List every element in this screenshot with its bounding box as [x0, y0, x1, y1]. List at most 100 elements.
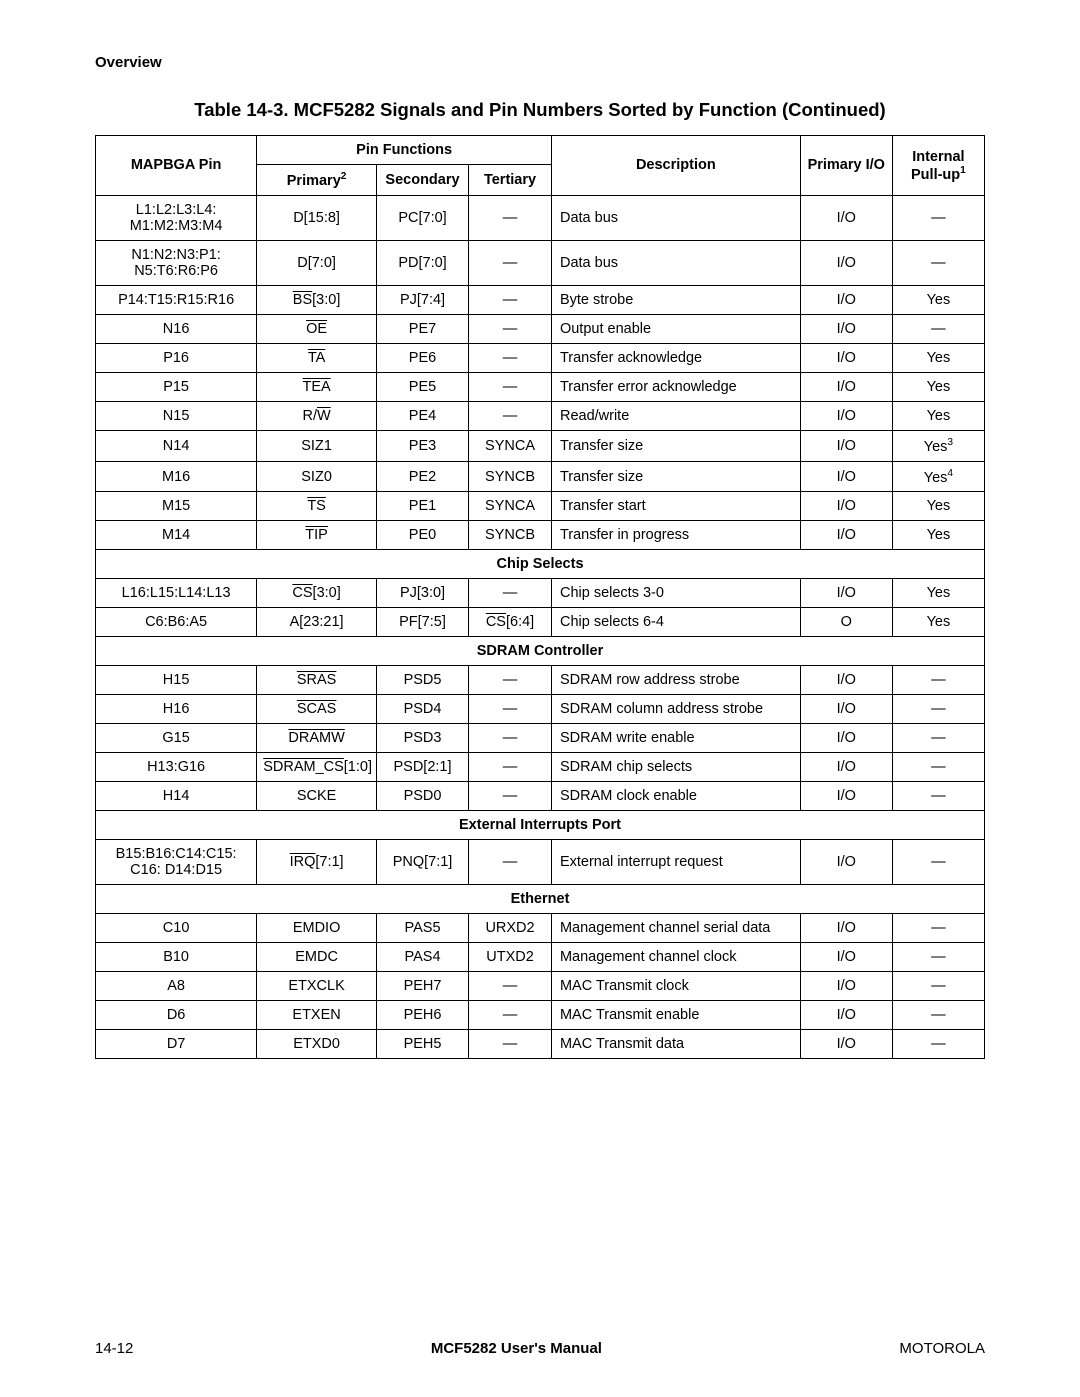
cell-primary: ETXD0 [257, 1030, 377, 1059]
cell-pin: G15 [96, 724, 257, 753]
col-secondary: Secondary [376, 165, 468, 196]
cell-io: I/O [800, 1030, 892, 1059]
cell-tertiary: SYNCA [469, 492, 552, 521]
table-header: MAPBGA Pin Pin Functions Description Pri… [96, 136, 985, 196]
cell-primary: A[23:21] [257, 608, 377, 637]
table-row: M16SIZ0PE2SYNCBTransfer sizeI/OYes4 [96, 461, 985, 492]
cell-secondary: PE7 [376, 314, 468, 343]
section-header-cell: External Interrupts Port [96, 811, 985, 840]
cell-pin: P15 [96, 372, 257, 401]
cell-tertiary: — [469, 372, 552, 401]
cell-primary: D[7:0] [257, 240, 377, 285]
cell-primary: BS[3:0] [257, 285, 377, 314]
cell-secondary: PEH5 [376, 1030, 468, 1059]
table-row: A8ETXCLKPEH7—MAC Transmit clockI/O— [96, 972, 985, 1001]
cell-primary: DRAMW [257, 724, 377, 753]
cell-tertiary: — [469, 782, 552, 811]
cell-desc: Data bus [551, 195, 800, 240]
cell-io: I/O [800, 724, 892, 753]
cell-desc: Byte strobe [551, 285, 800, 314]
col-desc: Description [551, 136, 800, 196]
cell-tertiary: — [469, 695, 552, 724]
table-row: B10EMDCPAS4UTXD2Management channel clock… [96, 943, 985, 972]
cell-secondary: PE4 [376, 401, 468, 430]
cell-desc: SDRAM row address strobe [551, 666, 800, 695]
cell-desc: SDRAM column address strobe [551, 695, 800, 724]
cell-pin: C10 [96, 914, 257, 943]
cell-pullup: Yes4 [892, 461, 984, 492]
table-row: H13:G16SDRAM_CS[1:0]PSD[2:1]—SDRAM chip … [96, 753, 985, 782]
cell-primary: CS[3:0] [257, 579, 377, 608]
cell-io: I/O [800, 314, 892, 343]
cell-tertiary: UTXD2 [469, 943, 552, 972]
cell-secondary: PD[7:0] [376, 240, 468, 285]
cell-desc: Transfer acknowledge [551, 343, 800, 372]
cell-secondary: PSD[2:1] [376, 753, 468, 782]
cell-pin: C6:B6:A5 [96, 608, 257, 637]
cell-secondary: PE5 [376, 372, 468, 401]
cell-io: I/O [800, 240, 892, 285]
cell-desc: MAC Transmit data [551, 1030, 800, 1059]
footer-page-num: 14-12 [95, 1340, 133, 1357]
cell-primary: IRQ[7:1] [257, 840, 377, 885]
cell-pullup: — [892, 753, 984, 782]
cell-pin: H16 [96, 695, 257, 724]
table-row: H15SRASPSD5—SDRAM row address strobeI/O— [96, 666, 985, 695]
cell-primary: R/W [257, 401, 377, 430]
cell-secondary: PEH7 [376, 972, 468, 1001]
section-header-cell: Chip Selects [96, 550, 985, 579]
document-page: Overview Table 14-3. MCF5282 Signals and… [0, 0, 1080, 1397]
cell-secondary: PNQ[7:1] [376, 840, 468, 885]
table-row: D6ETXENPEH6—MAC Transmit enableI/O— [96, 1001, 985, 1030]
cell-pin: B15:B16:C14:C15: C16: D14:D15 [96, 840, 257, 885]
table-row: N14SIZ1PE3SYNCATransfer sizeI/OYes3 [96, 430, 985, 461]
cell-desc: SDRAM write enable [551, 724, 800, 753]
section-header-row: External Interrupts Port [96, 811, 985, 840]
col-primary-text: Primary [287, 173, 341, 189]
table-row: P15TEAPE5—Transfer error acknowledgeI/OY… [96, 372, 985, 401]
table-row: C10EMDIOPAS5URXD2Management channel seri… [96, 914, 985, 943]
footer-manual-title: MCF5282 User's Manual [431, 1340, 602, 1357]
col-io: Primary I/O [800, 136, 892, 196]
cell-pullup: — [892, 724, 984, 753]
cell-secondary: PSD4 [376, 695, 468, 724]
cell-pullup: — [892, 840, 984, 885]
cell-tertiary: URXD2 [469, 914, 552, 943]
cell-primary: SCAS [257, 695, 377, 724]
cell-secondary: PSD0 [376, 782, 468, 811]
cell-tertiary: — [469, 285, 552, 314]
cell-secondary: PE0 [376, 521, 468, 550]
cell-io: I/O [800, 401, 892, 430]
cell-pin: D7 [96, 1030, 257, 1059]
cell-io: I/O [800, 1001, 892, 1030]
table-row: M15TSPE1SYNCATransfer startI/OYes [96, 492, 985, 521]
cell-secondary: PSD5 [376, 666, 468, 695]
cell-desc: Transfer size [551, 461, 800, 492]
cell-primary: SIZ1 [257, 430, 377, 461]
cell-io: I/O [800, 343, 892, 372]
cell-io: I/O [800, 521, 892, 550]
cell-io: I/O [800, 372, 892, 401]
section-label: Overview [95, 54, 985, 71]
col-pullup: Internal Pull-up1 [892, 136, 984, 196]
cell-tertiary: — [469, 343, 552, 372]
table-row: M14TIPPE0SYNCBTransfer in progressI/OYes [96, 521, 985, 550]
cell-desc: Transfer in progress [551, 521, 800, 550]
cell-tertiary: SYNCA [469, 430, 552, 461]
cell-tertiary: SYNCB [469, 521, 552, 550]
cell-secondary: PE6 [376, 343, 468, 372]
cell-primary: TA [257, 343, 377, 372]
cell-pullup: Yes [892, 343, 984, 372]
cell-desc: Output enable [551, 314, 800, 343]
table-body: L1:L2:L3:L4: M1:M2:M3:M4D[15:8]PC[7:0]—D… [96, 195, 985, 1059]
cell-io: I/O [800, 840, 892, 885]
cell-pin: H15 [96, 666, 257, 695]
cell-secondary: PJ[7:4] [376, 285, 468, 314]
cell-desc: Transfer error acknowledge [551, 372, 800, 401]
cell-pin: A8 [96, 972, 257, 1001]
cell-io: I/O [800, 492, 892, 521]
cell-tertiary: — [469, 724, 552, 753]
col-tertiary: Tertiary [469, 165, 552, 196]
cell-desc: SDRAM chip selects [551, 753, 800, 782]
cell-secondary: PE1 [376, 492, 468, 521]
